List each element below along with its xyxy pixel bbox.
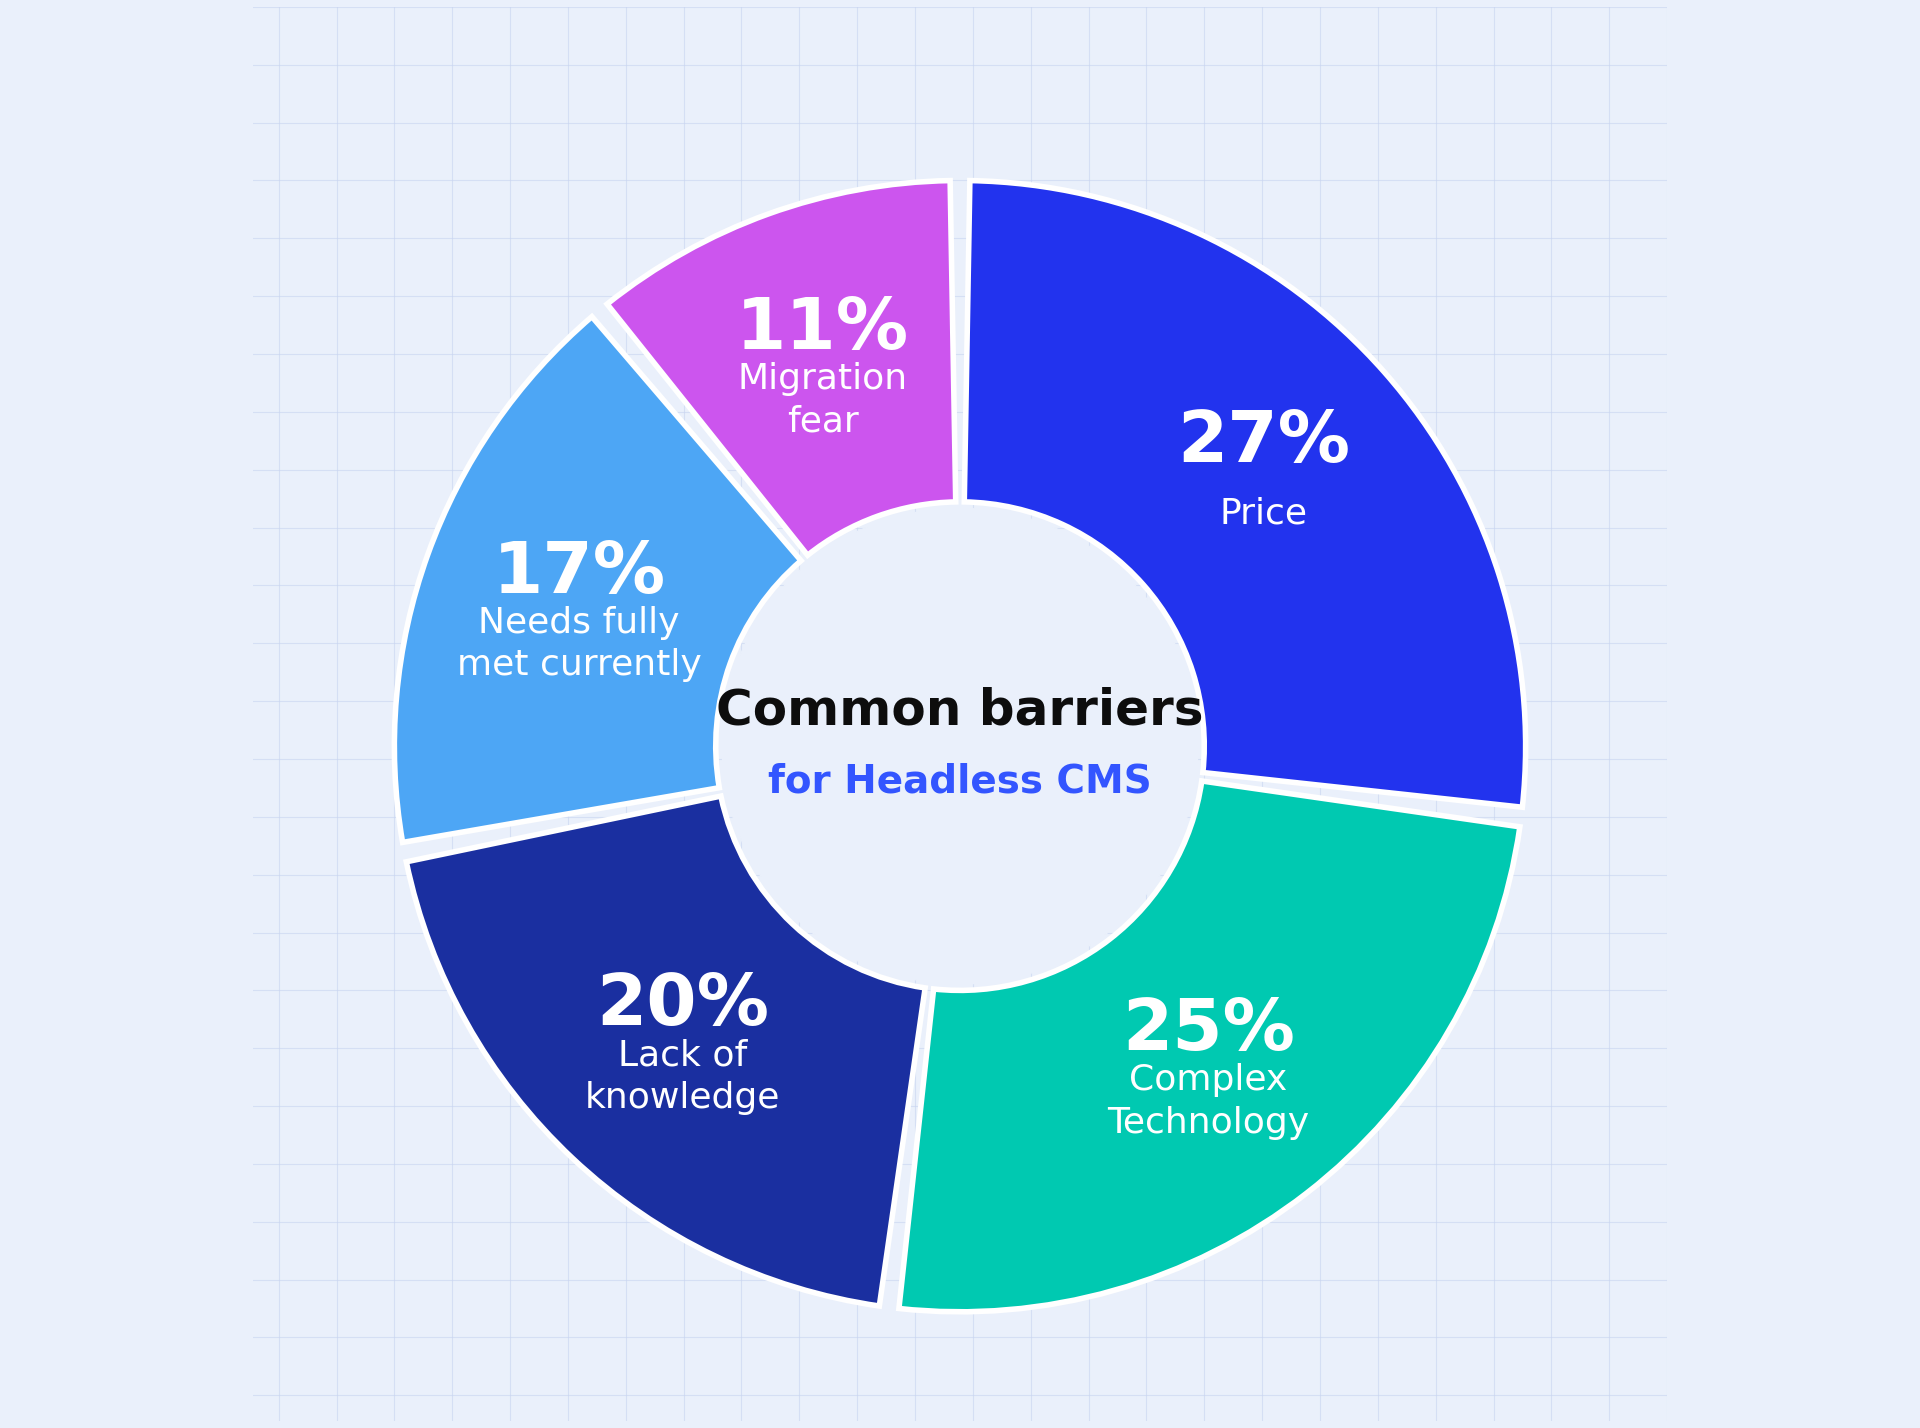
Text: Needs fully
met currently: Needs fully met currently <box>457 607 701 683</box>
Wedge shape <box>964 180 1526 807</box>
Text: 20%: 20% <box>597 971 770 1041</box>
Wedge shape <box>394 317 801 843</box>
Wedge shape <box>407 795 925 1307</box>
Text: Common barriers: Common barriers <box>716 687 1204 735</box>
Text: Complex
Technology: Complex Technology <box>1108 1064 1309 1140</box>
Text: for Headless CMS: for Headless CMS <box>768 763 1152 801</box>
Circle shape <box>722 508 1198 984</box>
Text: 17%: 17% <box>492 540 666 608</box>
Text: 27%: 27% <box>1177 408 1350 477</box>
Wedge shape <box>899 781 1521 1312</box>
Text: Price: Price <box>1219 497 1308 531</box>
Text: Migration
fear: Migration fear <box>737 363 908 438</box>
Text: 25%: 25% <box>1121 997 1294 1065</box>
Text: Lack of
knowledge: Lack of knowledge <box>586 1038 781 1115</box>
Text: 11%: 11% <box>735 296 910 364</box>
Wedge shape <box>607 180 956 555</box>
